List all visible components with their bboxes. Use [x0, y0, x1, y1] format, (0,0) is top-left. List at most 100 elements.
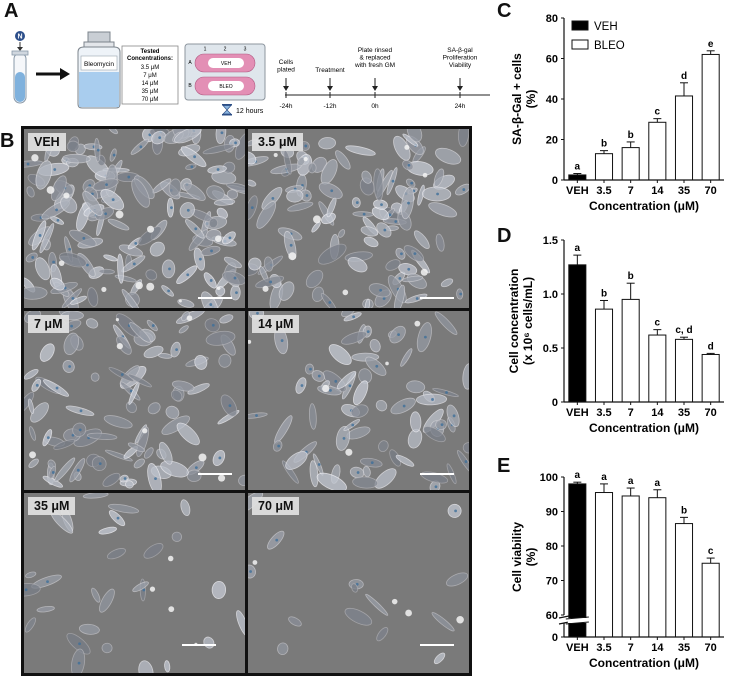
timeline-time-label: -12h — [323, 103, 336, 110]
scale-bar — [420, 644, 454, 646]
significance-letter: a — [601, 472, 607, 483]
significance-letter: b — [628, 130, 634, 141]
significance-letter: c — [655, 318, 661, 329]
y-axis-label: (x 10⁶ cells/mL) — [521, 277, 535, 365]
category-tick-label: VEH — [566, 407, 589, 419]
micrograph-label: 7 μM — [28, 315, 69, 333]
significance-letter: b — [628, 271, 634, 282]
y-axis-label: (%) — [524, 90, 538, 109]
significance-letter: a — [628, 476, 634, 487]
category-tick-label: 35 — [678, 407, 690, 419]
incubation-label: 12 hours — [236, 108, 264, 115]
bar-bleo — [594, 492, 614, 638]
y-axis-label: SA-β-Gal + cells — [510, 53, 524, 145]
timeline-time-label: -24h — [279, 103, 292, 110]
bar-bleo — [621, 298, 640, 403]
y-tick-label: 1.5 — [543, 235, 558, 247]
chart-e-cell-viability: a VEH a 3.5 a 7 a 14 b 35 c 70 0 60 70 80 90 100 Concentra… — [510, 470, 724, 670]
y-axis-label: (%) — [524, 548, 538, 567]
bottle-label: Bleomycin — [84, 61, 114, 68]
timeline-time-label: 24h — [455, 103, 466, 110]
bottle-icon: Bleomycin — [77, 31, 121, 109]
significance-letter: a — [575, 162, 581, 173]
micrograph-14um: 14 μM — [248, 311, 469, 490]
axis-break-mark — [558, 615, 570, 619]
bar-bleo — [621, 147, 640, 181]
y-tick-label: 40 — [546, 94, 558, 106]
micrograph-label: 3.5 μM — [252, 133, 303, 151]
category-tick-label: 3.5 — [596, 185, 611, 197]
x-axis-label: Concentration (μM) — [589, 199, 699, 213]
panel-label-a: A — [4, 0, 19, 22]
plate-row-veh: VEH — [221, 61, 232, 67]
y-tick-label: 20 — [546, 135, 558, 147]
category-tick-label: 7 — [628, 185, 634, 197]
micrograph-label: 35 μM — [28, 497, 76, 515]
bar-break-gap — [567, 618, 587, 623]
chart-c-sa-beta-gal: a VEH b 3.5 b 7 c 14 d 35 e 70 0 20 40 60 80 Concentratio… — [510, 13, 724, 213]
concentration-item: 3.5 μM — [141, 65, 159, 71]
scale-bar — [420, 297, 454, 299]
y-tick-label: 0 — [552, 175, 558, 187]
category-tick-label: 35 — [678, 185, 690, 197]
y-axis-label: Cell concentration — [507, 269, 521, 374]
bar-bleo — [594, 153, 614, 181]
timeline-event-label: Cells plated — [277, 59, 295, 74]
significance-letter: b — [601, 139, 607, 150]
test-tube-icon: N — [11, 31, 29, 104]
chart-plot-area: a VEH b 3.5 b 7 c 14 d 35 e 70 0 20 40 60 80 Concentratio… — [510, 13, 724, 213]
significance-letter: c, d — [675, 325, 692, 336]
plate-row-bleo: BLEO — [219, 84, 232, 90]
scale-bar — [420, 473, 454, 475]
arrow-icon — [36, 68, 70, 80]
bar-bleo — [621, 495, 640, 638]
y-tick-label: 0.5 — [543, 343, 558, 355]
micrograph-label: 70 μM — [252, 497, 300, 515]
category-tick-label: 70 — [705, 642, 717, 654]
plate-column-label: 1 — [204, 47, 207, 53]
tested-concentrations-box: Tested Concentrations: 3.5 μM 7 μM 14 μM… — [121, 45, 179, 105]
significance-letter: c — [708, 546, 714, 557]
category-tick-label: 14 — [651, 642, 664, 654]
significance-letter: a — [575, 470, 581, 481]
bar-bleo — [701, 562, 720, 638]
micrograph-70um: 70 μM — [248, 493, 469, 673]
y-tick-label: 0 — [552, 397, 558, 409]
tested-title: Tested — [141, 49, 160, 55]
bar-bleo — [648, 121, 667, 181]
bar-bleo — [674, 95, 694, 181]
x-axis-label: Concentration (μM) — [589, 421, 699, 435]
bar-bleo — [674, 338, 694, 403]
timeline-event-label: Plate rinsed & replaced with fresh GM — [354, 47, 395, 69]
legend-swatch-bleo — [571, 39, 589, 50]
category-tick-label: 3.5 — [596, 407, 611, 419]
category-tick-label: 7 — [628, 407, 634, 419]
axis-break-mark — [565, 621, 589, 625]
plate-row-label: B — [188, 83, 192, 89]
significance-letter: d — [681, 71, 687, 82]
concentration-item: 14 μM — [142, 81, 159, 87]
y-tick-label: 70 — [546, 576, 558, 588]
bar-bleo — [701, 53, 720, 181]
bar-bleo — [701, 353, 720, 403]
significance-letter: b — [601, 288, 607, 299]
panel-label-b: B — [0, 130, 15, 152]
micrograph-label: 14 μM — [252, 315, 300, 333]
y-tick-label: 90 — [546, 507, 558, 519]
bar-veh — [568, 174, 587, 181]
axis-break-mark — [565, 616, 589, 620]
scale-bar — [198, 297, 232, 299]
significance-letter: e — [708, 39, 714, 50]
category-tick-label: 35 — [678, 642, 690, 654]
category-tick-label: 14 — [651, 407, 664, 419]
category-tick-label: VEH — [566, 185, 589, 197]
y-tick-label: 0 — [552, 632, 558, 644]
timeline-event-label: SA-β-gal Proliferation Viability — [443, 47, 478, 69]
significance-letter: d — [708, 341, 714, 352]
concentration-item: 7 μM — [143, 73, 156, 79]
micrograph-7um: 7 μM — [24, 311, 245, 490]
significance-letter: b — [681, 505, 687, 516]
chart-plot-area: a VEH a 3.5 a 7 a 14 b 35 c 70 0 60 70 80 90 100 Concentra… — [510, 470, 724, 670]
axis-break-mark — [558, 621, 570, 625]
bar-veh — [568, 483, 587, 638]
